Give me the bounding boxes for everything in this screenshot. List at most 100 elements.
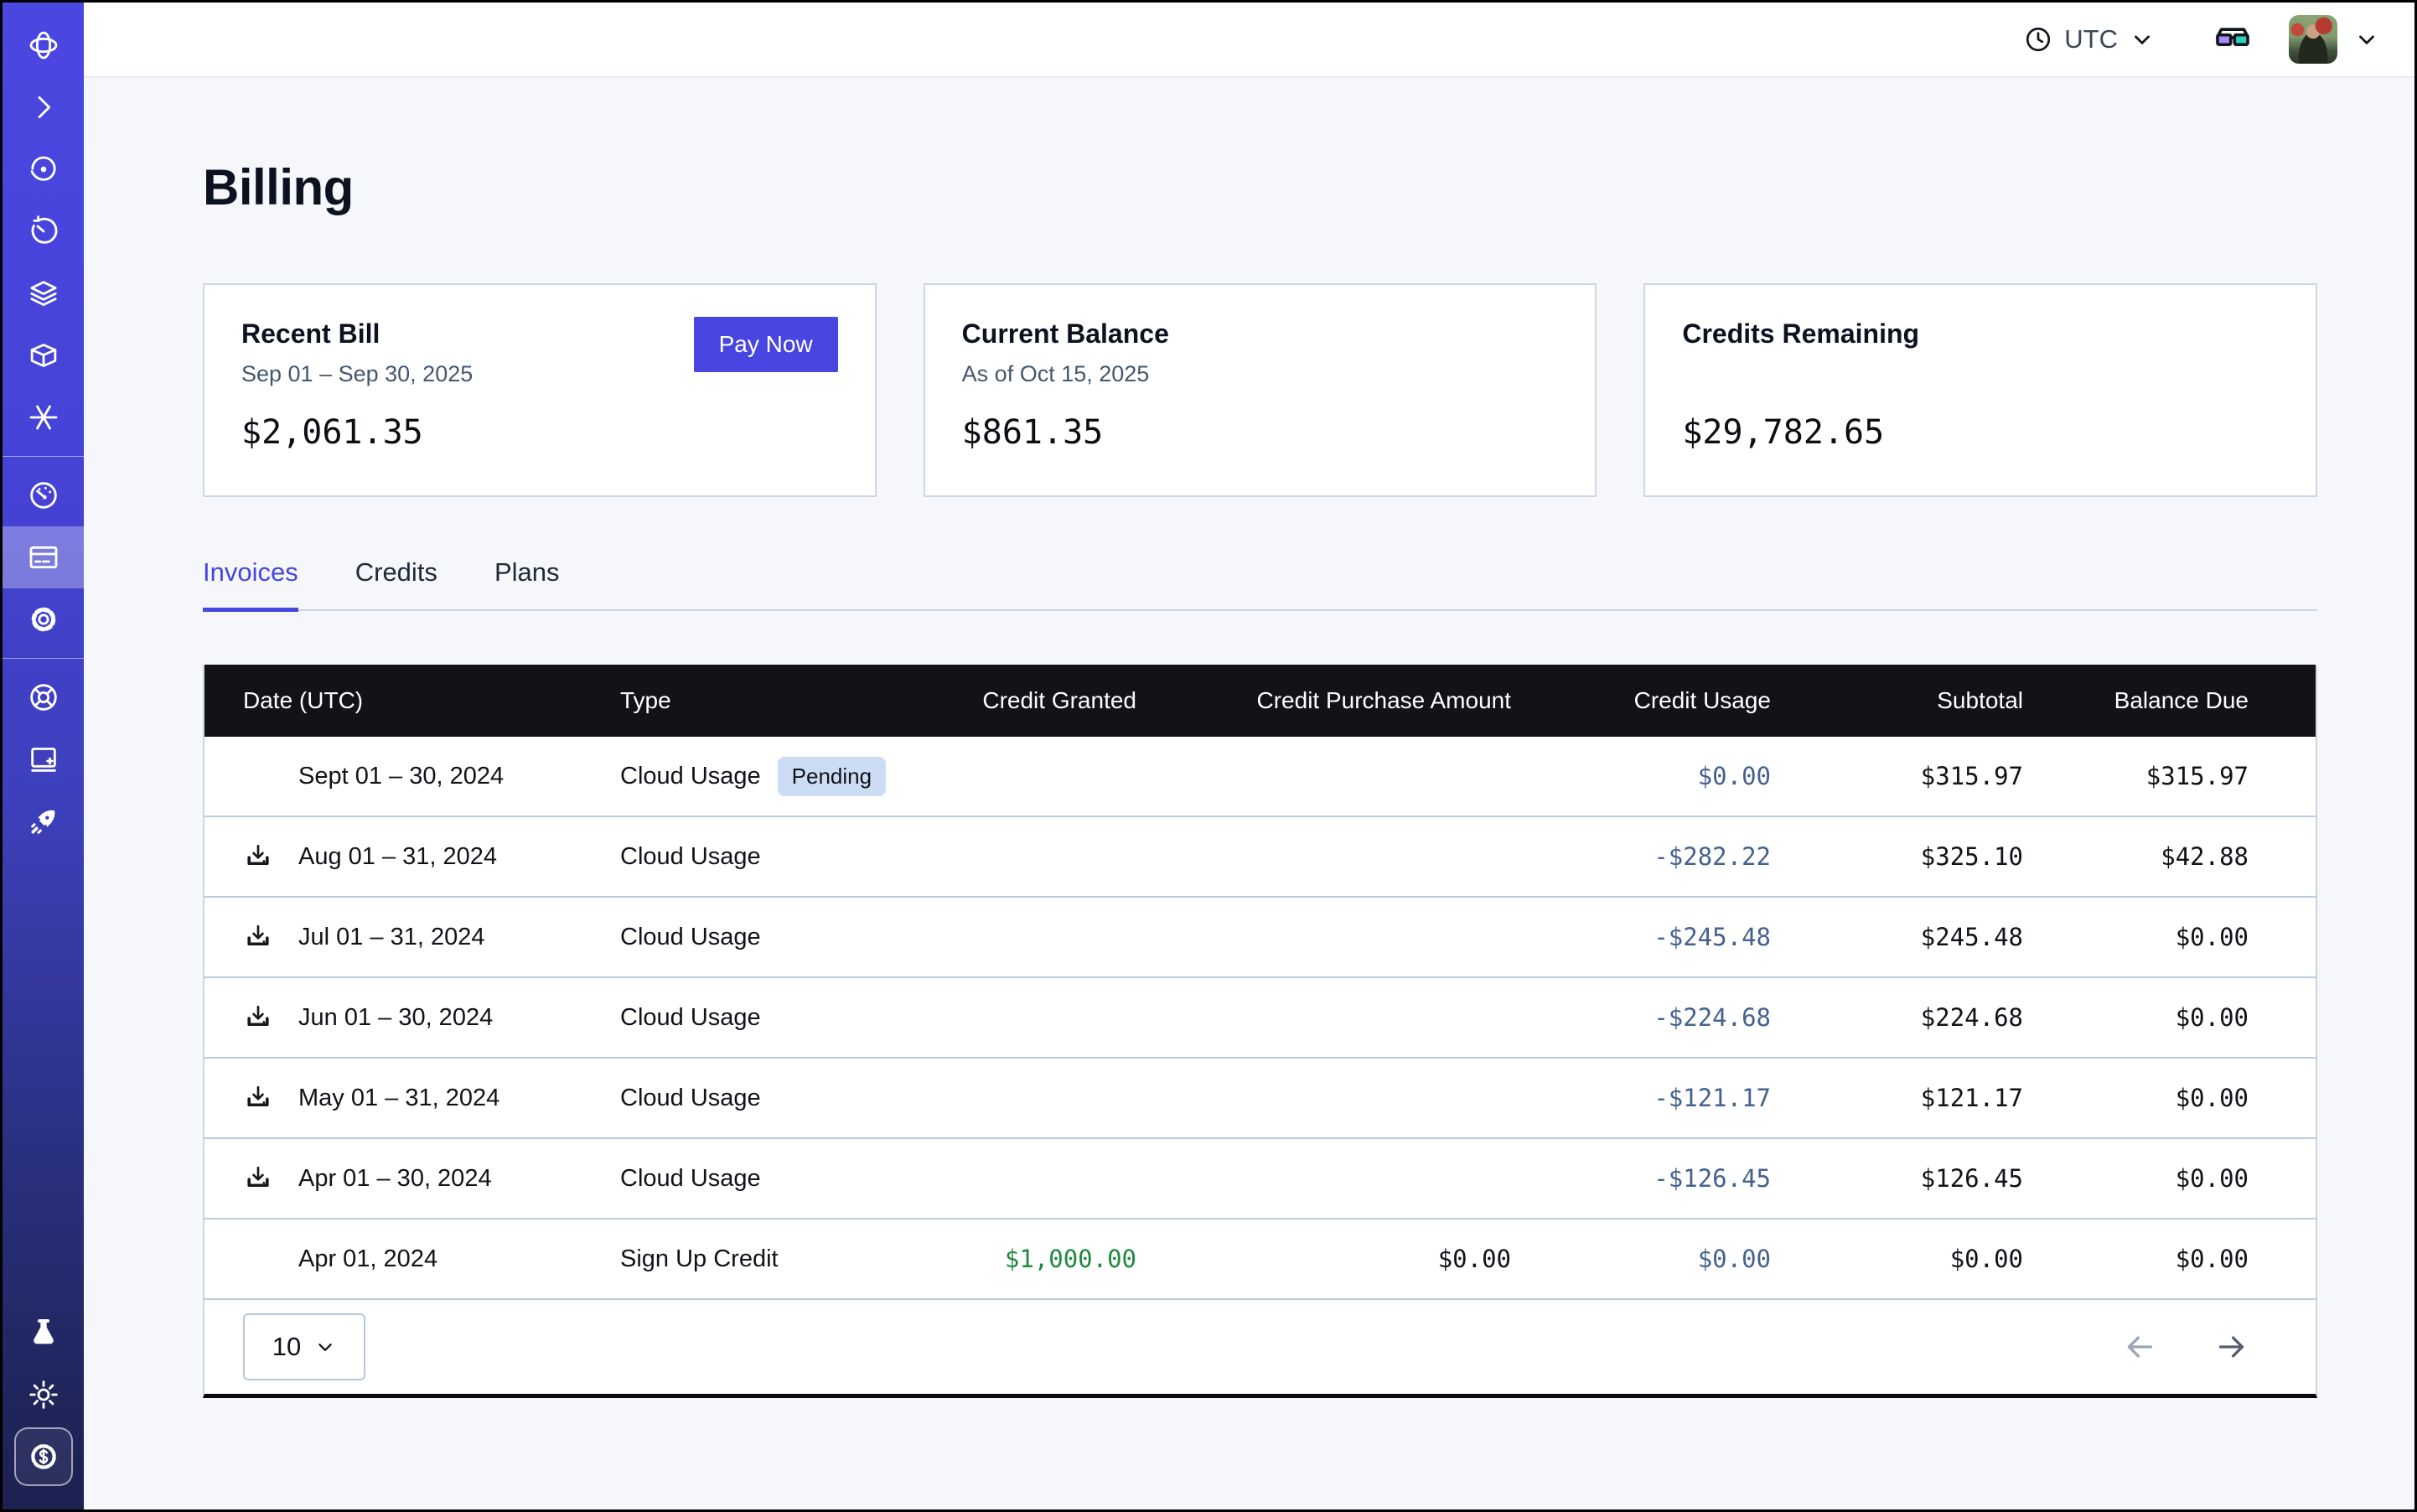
download-slot bbox=[243, 1002, 298, 1033]
subtotal: $245.48 bbox=[1920, 923, 2023, 951]
column-header: Type bbox=[620, 687, 671, 713]
main-area: UTC Billing Recent Bill Sep 01 – Sep 30,… bbox=[84, 3, 2414, 1509]
arrow-left-icon[interactable] bbox=[2123, 1330, 2156, 1364]
column-header: Credit Usage bbox=[1633, 687, 1771, 713]
table-row: Jun 01 – 30, 2024 Cloud Usage -$224.68 $224… bbox=[204, 978, 2316, 1059]
table-row: Aug 01 – 31, 2024 Cloud Usage -$282.22 $325… bbox=[204, 817, 2316, 898]
summary-cards: Recent Bill Sep 01 – Sep 30, 2025 $2,061… bbox=[203, 283, 2318, 497]
table-row: Apr 01 – 30, 2024 Cloud Usage -$126.45 $126… bbox=[204, 1139, 2316, 1219]
subtotal: $315.97 bbox=[1920, 762, 2023, 790]
invoices-table: Date (UTC) Type Credit Granted Credit Purch… bbox=[203, 665, 2317, 1398]
pay-now-button[interactable]: Pay Now bbox=[693, 317, 838, 372]
layers-icon[interactable] bbox=[3, 262, 84, 324]
3d-glasses-icon[interactable] bbox=[2213, 20, 2252, 59]
tab-credits[interactable]: Credits bbox=[355, 557, 437, 587]
invoice-date: May 01 – 31, 2024 bbox=[298, 1084, 500, 1111]
invoice-type-cell: Cloud Usage bbox=[620, 1004, 955, 1032]
storm-icon[interactable] bbox=[3, 138, 84, 200]
arrow-right-icon[interactable] bbox=[2215, 1330, 2249, 1364]
card-subtitle bbox=[1682, 361, 2279, 388]
status-badge: Pending bbox=[777, 756, 887, 796]
invoice-type: Cloud Usage bbox=[620, 842, 761, 870]
pagination-arrows bbox=[2123, 1330, 2249, 1364]
timer-icon[interactable] bbox=[3, 200, 84, 262]
recent-bill-amount: $2,061.35 bbox=[241, 413, 423, 452]
credit-granted: $1,000.00 bbox=[1004, 1245, 1136, 1273]
billing-tabs: Invoices Credits Plans bbox=[203, 557, 2317, 612]
rocket-icon[interactable] bbox=[3, 790, 84, 852]
sidebar bbox=[3, 3, 84, 1509]
asterisk-icon[interactable] bbox=[3, 386, 84, 448]
credit-purchase-amount: $0.00 bbox=[1437, 1245, 1511, 1273]
column-header: Subtotal bbox=[1937, 687, 2023, 713]
chevron-down-icon bbox=[318, 1344, 332, 1351]
page-title: Billing bbox=[203, 159, 354, 215]
card-title: Credits Remaining bbox=[1682, 318, 1920, 349]
balance-due: $0.00 bbox=[2175, 1164, 2249, 1193]
brightness-icon[interactable] bbox=[3, 1364, 84, 1426]
tab-invoices[interactable]: Invoices bbox=[203, 557, 298, 612]
sidebar-divider bbox=[3, 456, 84, 457]
table-row: May 01 – 31, 2024 Cloud Usage -$121.17 $121… bbox=[204, 1059, 2316, 1139]
orbit-logo-icon[interactable] bbox=[3, 14, 84, 76]
download-invoice-icon[interactable] bbox=[243, 841, 273, 872]
credits-remaining-amount: $29,782.65 bbox=[1682, 413, 1885, 452]
flask-icon[interactable] bbox=[3, 1302, 84, 1364]
invoice-date: Jul 01 – 31, 2024 bbox=[298, 923, 485, 950]
credit-usage: -$224.68 bbox=[1654, 1003, 1771, 1032]
invoice-type-cell: Sign Up Credit bbox=[620, 1245, 955, 1273]
download-invoice-icon[interactable] bbox=[243, 1083, 273, 1113]
invoice-type-cell: Cloud Usage bbox=[620, 843, 955, 871]
download-invoice-icon[interactable] bbox=[243, 1163, 273, 1194]
life-ring-icon[interactable] bbox=[3, 666, 84, 728]
subtotal: $121.17 bbox=[1920, 1084, 2023, 1112]
cube-icon[interactable] bbox=[3, 324, 84, 386]
subtotal: $0.00 bbox=[1949, 1245, 2023, 1273]
sidebar-item-credits[interactable] bbox=[3, 1426, 84, 1488]
balance-due: $0.00 bbox=[2175, 923, 2249, 951]
table-footer: 10 bbox=[204, 1300, 2316, 1394]
balance-due: $0.00 bbox=[2175, 1245, 2249, 1273]
timezone-selector[interactable]: UTC bbox=[2024, 24, 2155, 54]
invoice-date: Aug 01 – 31, 2024 bbox=[298, 842, 498, 870]
page-size-select[interactable]: 10 bbox=[243, 1313, 365, 1380]
table-row: Apr 01, 2024 Sign Up Credit $1,000.00 $0.00… bbox=[204, 1219, 2316, 1300]
table-header: Date (UTC) Type Credit Granted Credit Purch… bbox=[204, 665, 2316, 737]
card-title: Current Balance bbox=[961, 318, 1169, 349]
billing-card-icon bbox=[29, 546, 57, 569]
credit-usage: $0.00 bbox=[1697, 762, 1771, 790]
gauge-icon[interactable] bbox=[3, 464, 84, 526]
download-invoice-icon[interactable] bbox=[243, 1002, 273, 1033]
invoice-date: Apr 01, 2024 bbox=[298, 1245, 438, 1272]
subtotal: $325.10 bbox=[1920, 842, 2023, 871]
user-avatar[interactable] bbox=[2289, 15, 2337, 64]
download-slot bbox=[243, 1163, 298, 1194]
sidebar-item-billing[interactable] bbox=[3, 526, 84, 588]
table-row: Sept 01 – 30, 2024 Cloud Usage Pending $0.0… bbox=[204, 737, 2316, 817]
invoice-type: Cloud Usage bbox=[620, 1164, 761, 1192]
settings-gear-icon[interactable] bbox=[3, 588, 84, 650]
docs-book-icon[interactable] bbox=[3, 728, 84, 790]
invoice-date-cell: Jun 01 – 30, 2024 bbox=[243, 1002, 620, 1033]
credit-usage: -$245.48 bbox=[1654, 923, 1771, 951]
balance-due: $0.00 bbox=[2175, 1003, 2249, 1032]
credit-usage: $0.00 bbox=[1697, 1245, 1771, 1273]
chevron-down-icon bbox=[2135, 35, 2150, 44]
invoice-type: Cloud Usage bbox=[620, 1003, 761, 1031]
invoice-type-cell: Cloud Usage bbox=[620, 1085, 955, 1112]
sidebar-collapse-button[interactable] bbox=[3, 76, 84, 138]
download-invoice-icon[interactable] bbox=[243, 922, 273, 952]
invoice-date-cell: Apr 01 – 30, 2024 bbox=[243, 1163, 620, 1194]
credits-remaining-card: Credits Remaining $29,782.65 bbox=[1643, 283, 2318, 497]
tab-plans[interactable]: Plans bbox=[494, 557, 560, 587]
clock-icon bbox=[2026, 27, 2051, 52]
subtotal: $126.45 bbox=[1920, 1164, 2023, 1193]
column-header: Balance Due bbox=[2114, 687, 2249, 713]
sidebar-divider bbox=[3, 658, 84, 659]
column-header: Date (UTC) bbox=[243, 687, 364, 713]
invoice-date-cell: Apr 01, 2024 bbox=[243, 1245, 620, 1273]
download-slot bbox=[243, 922, 298, 952]
chevron-down-icon[interactable] bbox=[2354, 27, 2379, 52]
credit-usage: -$282.22 bbox=[1654, 842, 1771, 871]
dollar-badge-icon bbox=[30, 1444, 56, 1469]
